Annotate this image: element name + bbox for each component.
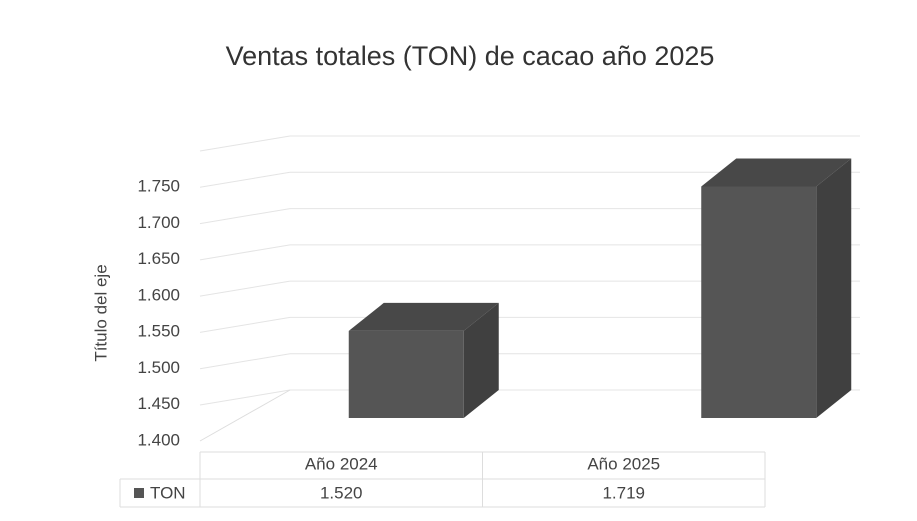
bar-top	[348, 302, 499, 331]
grid-line	[199, 353, 291, 370]
chart-title: Ventas totales (TON) de cacao año 2025	[226, 41, 715, 71]
y-tick-label: 1.450	[137, 394, 180, 413]
grid-line	[199, 316, 291, 333]
data-label: 1.719	[602, 483, 645, 502]
bar	[701, 186, 817, 418]
grid-line	[199, 280, 291, 297]
y-tick-label: 1.550	[137, 322, 180, 341]
grid-line	[199, 389, 291, 406]
grid-line	[199, 208, 291, 225]
y-tick-label: 1.700	[137, 213, 180, 232]
y-tick-label: 1.400	[137, 430, 180, 449]
y-tick-label: 1.500	[137, 358, 180, 377]
x-tick-label: Año 2024	[305, 454, 378, 473]
floor-edge	[199, 389, 291, 442]
y-tick-label: 1.750	[137, 176, 180, 195]
grid-line	[199, 171, 291, 188]
bar-top	[701, 158, 852, 187]
bar-side	[816, 158, 852, 419]
y-tick-label: 1.600	[137, 285, 180, 304]
grid-line	[199, 135, 291, 152]
x-tick-label: Año 2025	[587, 454, 660, 473]
grid-line	[199, 244, 291, 261]
legend-key	[134, 488, 144, 498]
bar	[348, 330, 464, 418]
legend-label: TON	[150, 483, 186, 502]
y-tick-label: 1.650	[137, 249, 180, 268]
bar-side	[463, 302, 499, 418]
data-label: 1.520	[320, 483, 363, 502]
y-axis-label: Título del eje	[91, 264, 110, 361]
